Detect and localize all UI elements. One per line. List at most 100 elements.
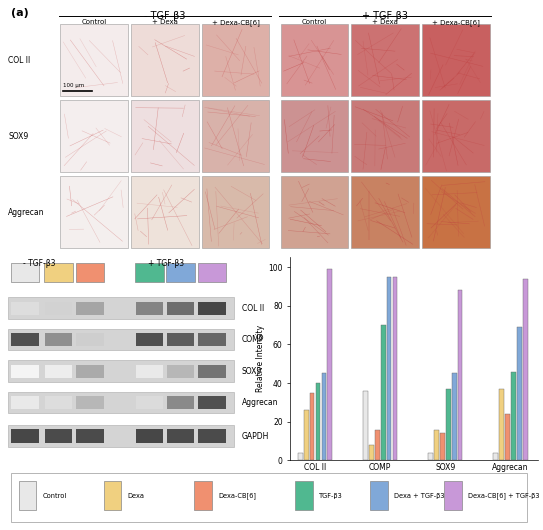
Bar [202, 24, 269, 96]
Text: SOX9: SOX9 [242, 367, 262, 376]
Bar [281, 176, 348, 248]
Bar [8, 392, 234, 413]
Bar [198, 302, 225, 315]
Text: + Dexa: + Dexa [152, 19, 178, 25]
Bar [321, 374, 326, 461]
Bar [198, 396, 225, 409]
Text: Aggrecan: Aggrecan [242, 398, 278, 407]
Bar [422, 176, 490, 248]
Text: + Dexa: + Dexa [372, 19, 398, 25]
Bar [136, 333, 163, 346]
Bar [76, 302, 104, 315]
Text: GAPDH: GAPDH [242, 431, 269, 440]
Bar [45, 333, 72, 346]
Bar [381, 325, 386, 461]
Bar [499, 389, 504, 461]
Bar [60, 100, 128, 172]
Bar [511, 372, 516, 461]
Bar [505, 414, 510, 461]
Text: (a): (a) [11, 8, 28, 17]
Bar [136, 429, 163, 443]
Bar [131, 176, 199, 248]
Bar [445, 481, 462, 510]
Text: COL II: COL II [242, 304, 264, 313]
Bar [11, 429, 39, 443]
Bar [167, 396, 194, 409]
Bar [523, 279, 528, 461]
Bar [387, 277, 392, 461]
Bar [11, 302, 39, 315]
Bar [298, 453, 302, 461]
Bar [440, 434, 445, 461]
Text: Control: Control [81, 19, 106, 25]
Text: Control: Control [302, 19, 327, 25]
Bar [45, 302, 72, 315]
Bar [446, 389, 451, 461]
Bar [11, 396, 39, 409]
Bar [11, 333, 39, 346]
Bar [60, 176, 128, 248]
Bar [198, 429, 225, 443]
Bar [131, 24, 199, 96]
Bar [194, 481, 212, 510]
Bar [363, 391, 368, 461]
Bar [452, 374, 457, 461]
Text: SOX9: SOX9 [8, 132, 28, 141]
Bar [76, 396, 104, 409]
Bar [60, 24, 128, 96]
Bar [167, 429, 194, 443]
Bar [370, 481, 388, 510]
Bar [136, 396, 163, 409]
Bar [375, 429, 380, 461]
Text: COMP: COMP [242, 335, 264, 344]
Bar [136, 365, 163, 378]
Bar [8, 329, 234, 350]
Bar [167, 333, 194, 346]
Text: + Dexa-CB[6]: + Dexa-CB[6] [432, 19, 480, 25]
Bar [198, 365, 225, 378]
Text: + TGF-β3: + TGF-β3 [362, 11, 408, 21]
Bar [136, 302, 163, 315]
Bar [428, 453, 433, 461]
Bar [76, 333, 104, 346]
Bar [11, 473, 527, 522]
Bar [369, 445, 374, 461]
Text: COL II: COL II [8, 56, 30, 65]
Bar [295, 481, 313, 510]
Bar [493, 453, 498, 461]
Bar [281, 100, 348, 172]
Bar [198, 333, 225, 346]
Bar [76, 429, 104, 443]
Bar [45, 365, 72, 378]
Bar [281, 24, 348, 96]
Bar [310, 393, 314, 461]
Bar [351, 176, 419, 248]
Text: Dexa-CB[6]: Dexa-CB[6] [218, 492, 256, 499]
Bar [11, 263, 39, 282]
Bar [45, 263, 73, 282]
Text: TGF-β3: TGF-β3 [319, 493, 343, 499]
Bar [167, 365, 194, 378]
Bar [393, 277, 397, 461]
Bar [19, 481, 36, 510]
Y-axis label: Relative Intensity: Relative Intensity [256, 325, 266, 393]
Text: - TGF-β3: - TGF-β3 [144, 11, 186, 21]
Bar [11, 365, 39, 378]
Bar [202, 176, 269, 248]
Text: 100 μm: 100 μm [63, 83, 84, 87]
Bar [517, 327, 522, 461]
Bar [458, 290, 463, 461]
Bar [76, 365, 104, 378]
Text: + Dexa-CB[6]: + Dexa-CB[6] [212, 19, 260, 25]
Bar [327, 269, 332, 461]
Bar [315, 383, 320, 461]
Bar [8, 297, 234, 319]
Bar [131, 100, 199, 172]
Text: + TGF-β3: + TGF-β3 [148, 259, 185, 268]
Bar [304, 410, 308, 461]
Text: Dexa: Dexa [128, 493, 145, 499]
Bar [202, 100, 269, 172]
Bar [45, 396, 72, 409]
Bar [45, 429, 72, 443]
Bar [351, 100, 419, 172]
